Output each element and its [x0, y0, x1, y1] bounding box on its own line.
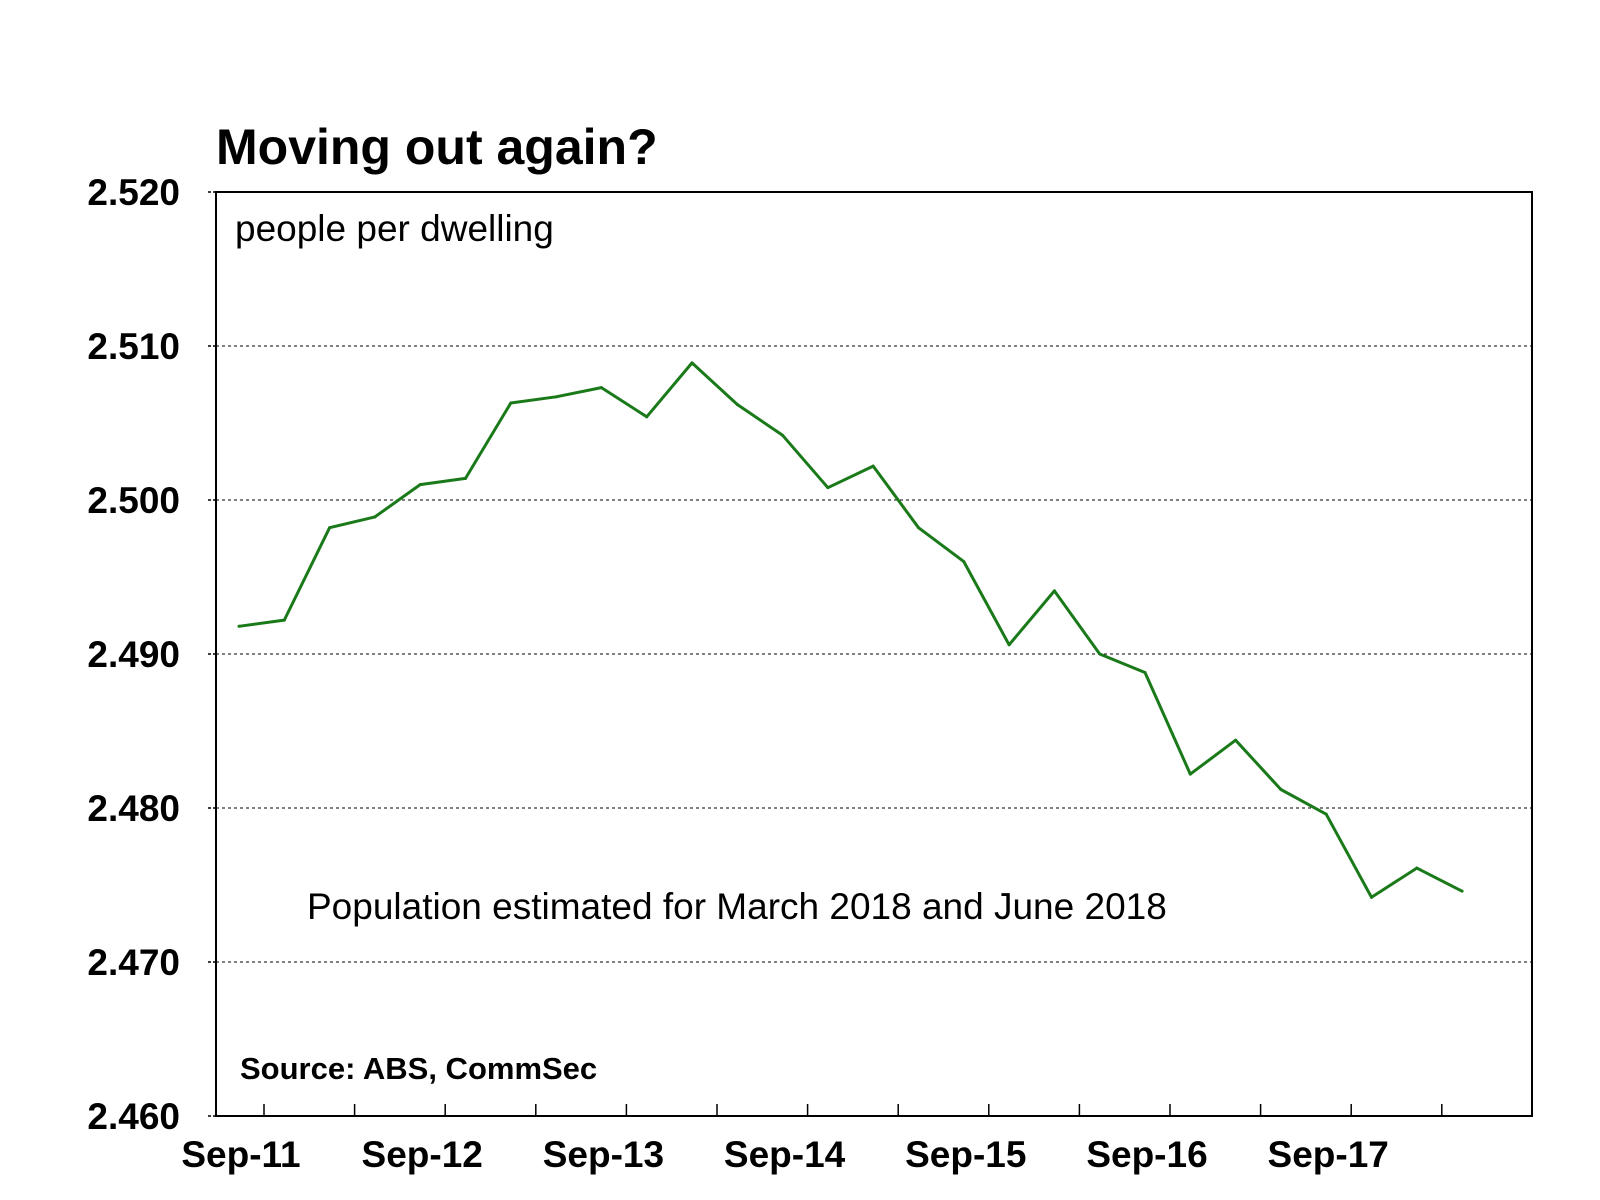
data-point — [237, 624, 241, 628]
x-tick-label: Sep-16 — [1086, 1134, 1207, 1175]
data-point — [735, 403, 739, 407]
data-point — [1460, 889, 1464, 893]
gridlines — [216, 345, 1532, 963]
y-tick-label: 2.510 — [87, 326, 180, 367]
x-axis: Sep-11 Sep-12 Sep-13 Sep-14 Sep-15 Sep-16 Sep-… — [181, 1104, 1443, 1175]
data-point — [826, 486, 830, 490]
data-point — [418, 483, 422, 487]
data-point — [871, 464, 875, 468]
data-point — [1279, 788, 1283, 792]
x-tick-label: Sep-15 — [905, 1134, 1026, 1175]
y-tick-label: 2.460 — [87, 1096, 180, 1137]
data-point — [1188, 772, 1192, 776]
data-point — [645, 415, 649, 419]
data-point — [509, 401, 513, 405]
source-note: Source: ABS, CommSec — [240, 1051, 597, 1086]
data-point — [554, 395, 558, 399]
data-point — [962, 560, 966, 564]
data-point — [1143, 670, 1147, 674]
data-point — [1370, 895, 1373, 899]
series-layer — [237, 361, 1464, 899]
data-point — [1234, 738, 1238, 742]
data-point — [282, 618, 286, 622]
y-axis: 2.460 2.470 2.480 2.490 2.500 2.510 2.520 — [87, 172, 216, 1137]
series-line — [238, 361, 1463, 899]
y-tick-label: 2.480 — [87, 788, 180, 829]
data-point — [373, 515, 377, 519]
data-point — [1052, 589, 1056, 593]
data-point — [1098, 652, 1102, 656]
data-point — [917, 526, 920, 530]
data-point — [781, 433, 785, 437]
data-point — [1415, 866, 1419, 870]
x-tick-label: Sep-11 — [181, 1134, 300, 1175]
data-point — [599, 386, 603, 390]
y-tick-label: 2.500 — [87, 480, 180, 521]
chart-title: Moving out again? — [216, 119, 658, 175]
x-tick-label: Sep-14 — [724, 1134, 846, 1175]
data-point — [1007, 643, 1011, 647]
x-tick-label: Sep-17 — [1268, 1134, 1389, 1175]
x-tick-label: Sep-13 — [543, 1134, 664, 1175]
data-point — [464, 476, 467, 480]
data-point — [328, 526, 332, 530]
unit-label: people per dwelling — [235, 208, 554, 249]
estimate-annotation: Population estimated for March 2018 and … — [307, 886, 1167, 927]
x-tick-label: Sep-12 — [362, 1134, 483, 1175]
y-tick-label: 2.520 — [87, 172, 180, 213]
y-tick-label: 2.470 — [87, 942, 180, 983]
data-point — [1324, 812, 1328, 816]
data-point — [690, 361, 694, 365]
y-tick-label: 2.490 — [87, 634, 180, 675]
